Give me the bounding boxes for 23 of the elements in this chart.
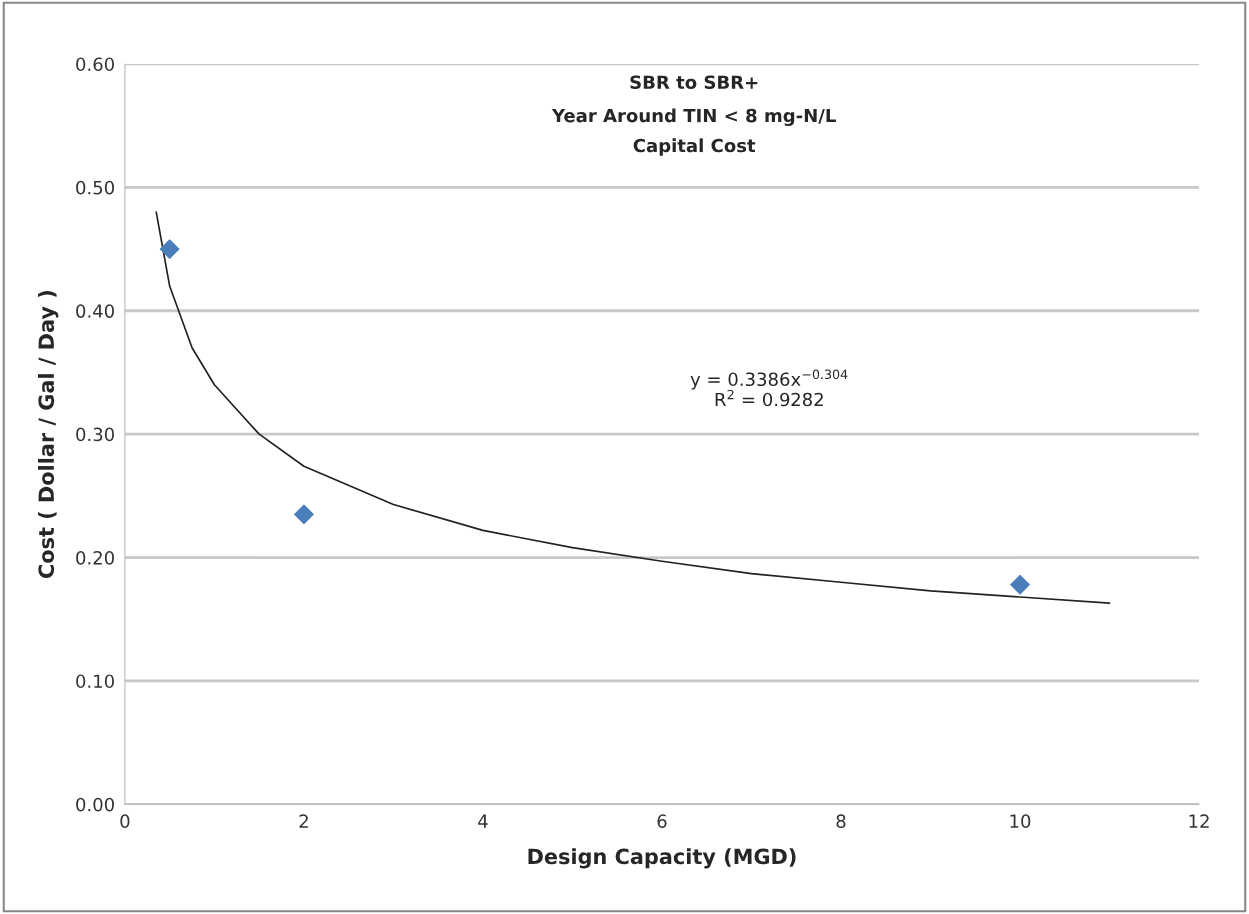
x-tick-label: 6 xyxy=(657,814,667,829)
y-axis-title: Cost ( Dollar / Gal / Day ) xyxy=(37,291,59,579)
text: y = 0.3386x$^{−0.304}$ R$^{2}$ = 0.9282 xyxy=(690,369,848,407)
text: Year Around TIN < 8 mg-N/L Capital Cost xyxy=(551,108,836,156)
text: SBR to SBR+ xyxy=(630,75,758,90)
y-tick-label: 0.30 xyxy=(76,427,114,442)
x-tick-label: 0 xyxy=(120,814,130,829)
x-tick-label: 12 xyxy=(1189,814,1209,828)
point xyxy=(159,239,180,259)
y-tick-label: 0.20 xyxy=(76,551,114,565)
point xyxy=(294,504,314,525)
y-tick-label: 0.10 xyxy=(76,674,114,689)
line-series xyxy=(155,211,1111,605)
x-tick-label: 2 xyxy=(299,814,308,828)
y-tick-label: 0.60 xyxy=(76,57,114,72)
x-tick-label: 10 xyxy=(1010,814,1031,829)
y-tick-label: 0.40 xyxy=(76,304,114,318)
y-tick-label: 0.50 xyxy=(76,180,114,195)
x-tick-label: 8 xyxy=(836,814,846,829)
point xyxy=(1010,574,1030,595)
x-axis-title: Design Capacity (MGD) xyxy=(528,848,796,869)
x-tick-label: 4 xyxy=(478,814,488,828)
y-tick-label: 0.00 xyxy=(76,797,114,812)
